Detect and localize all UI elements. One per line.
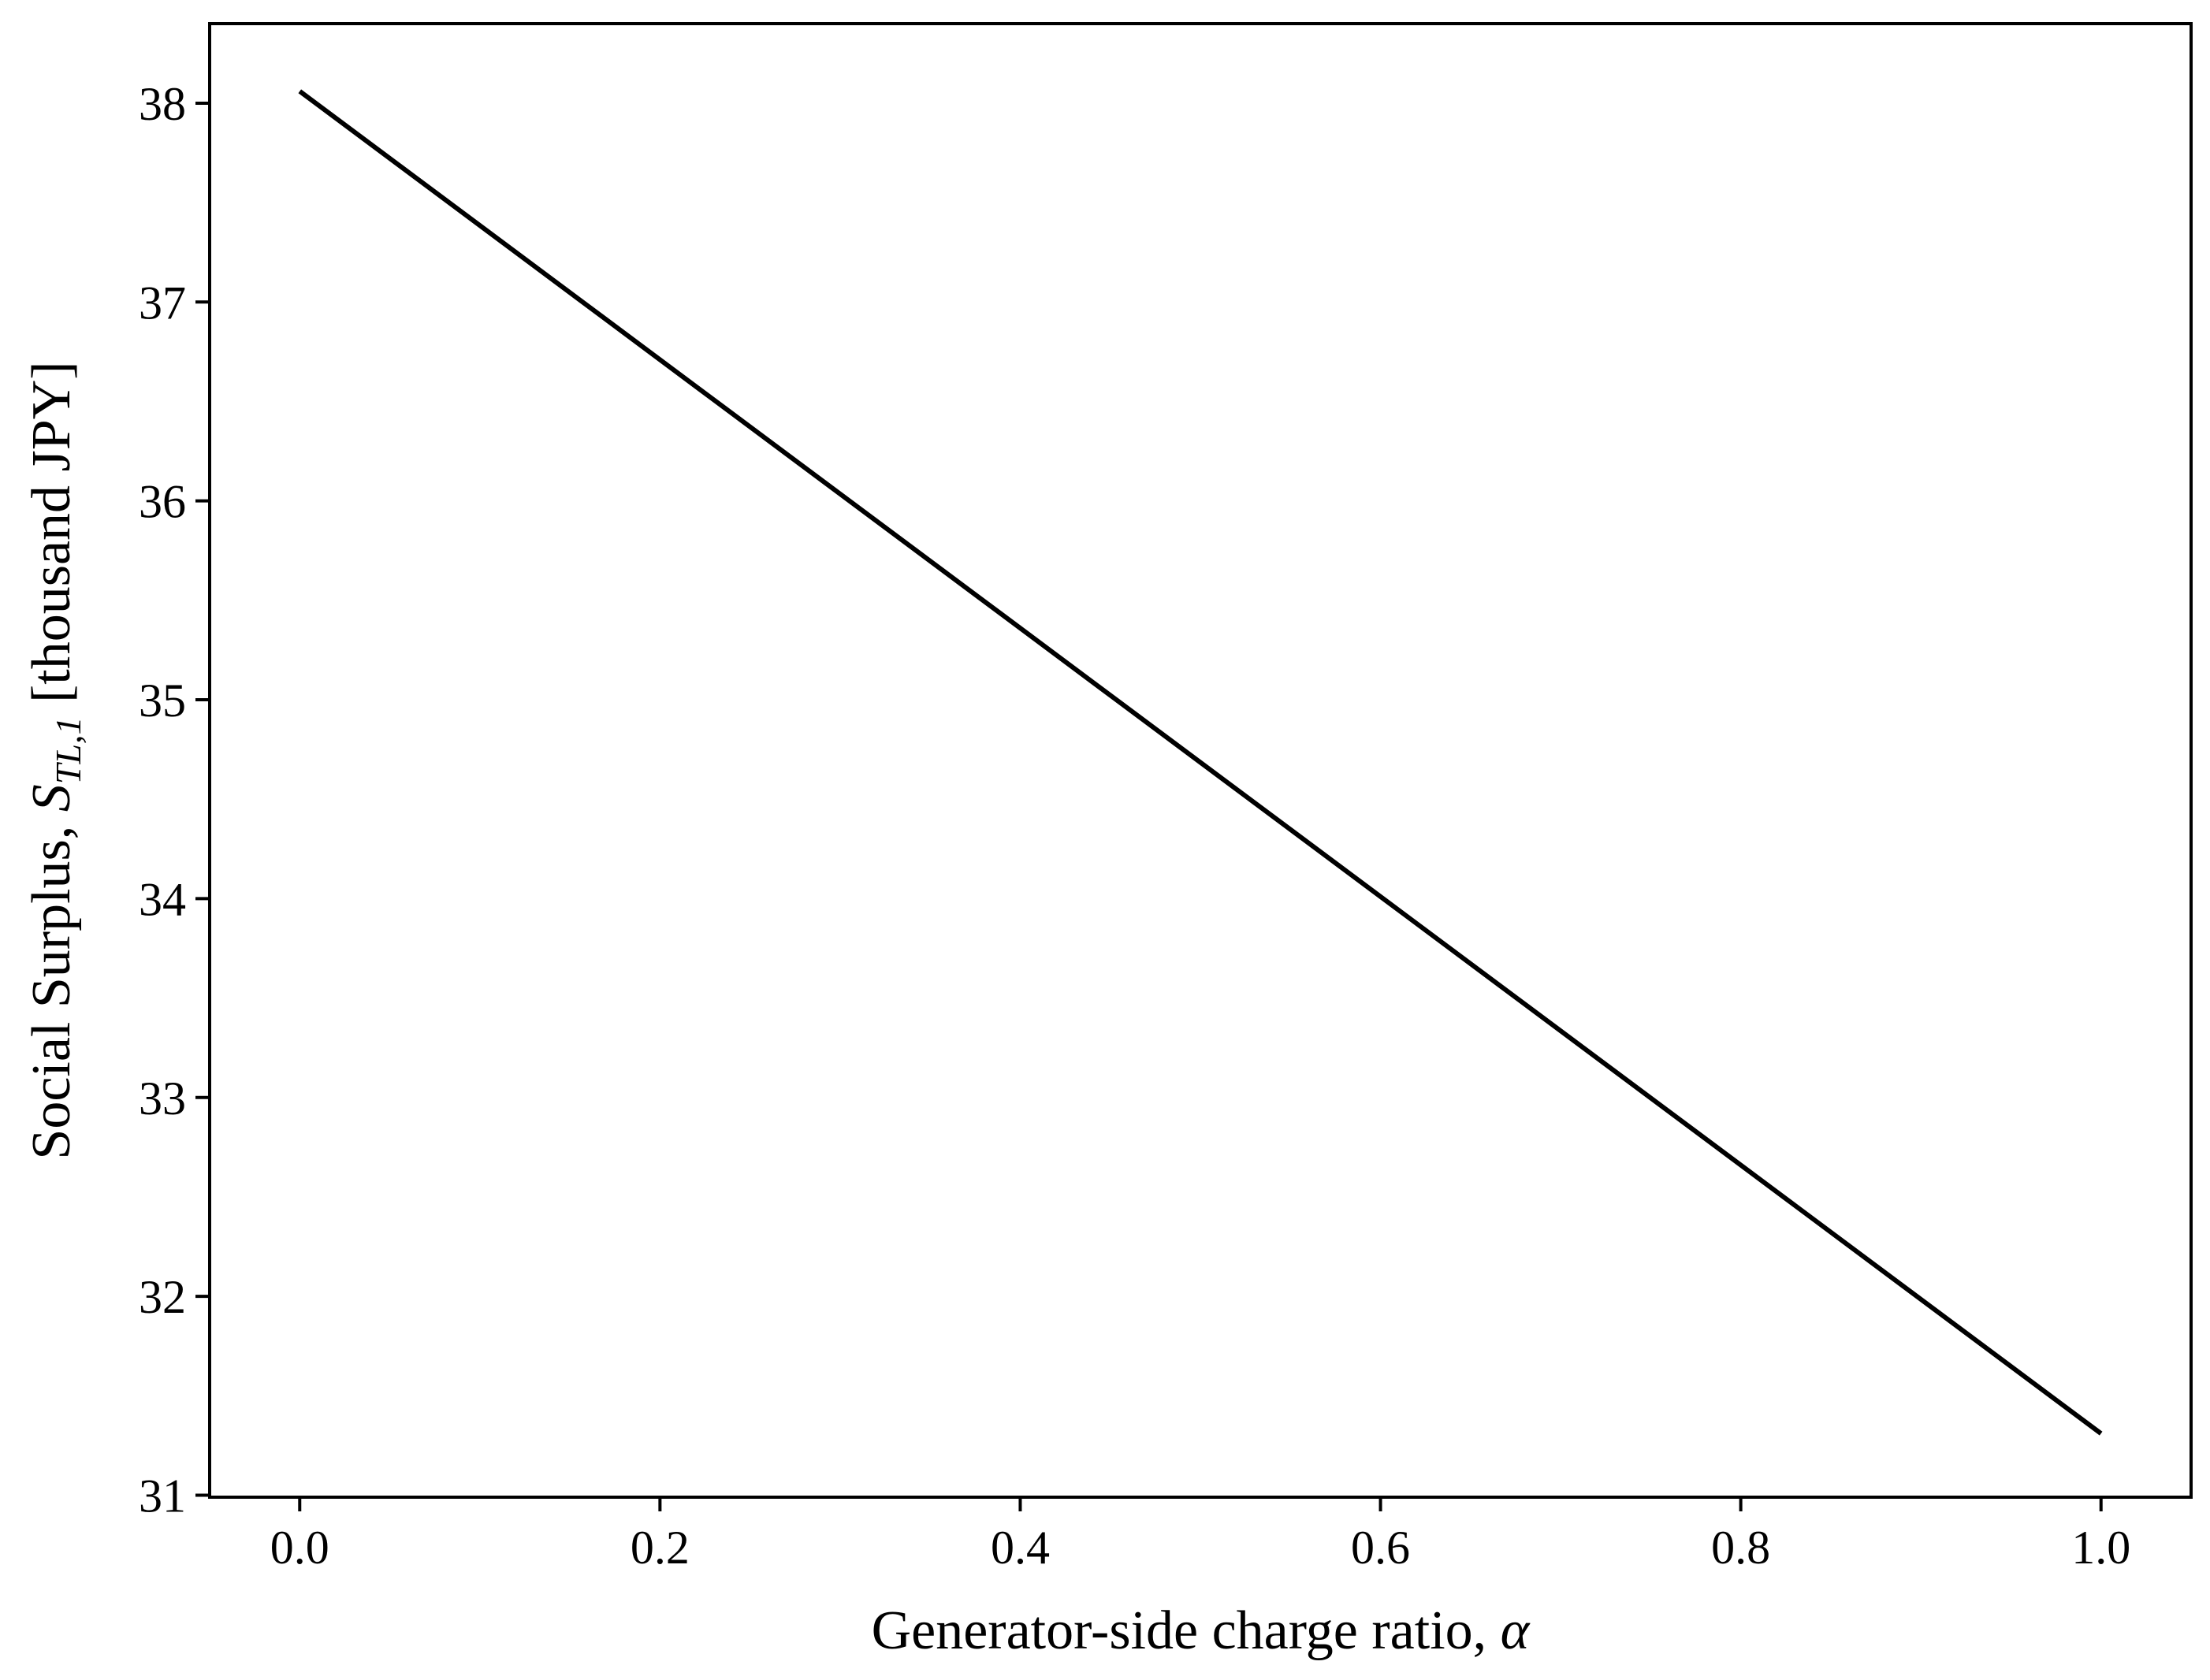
y-tick-label: 37 [139,277,186,329]
x-tick-label: 0.0 [270,1522,329,1574]
series-line-0 [298,89,2103,1436]
x-axis: 0.0 0.2 0.4 0.6 0.8 1.0 [270,1497,2130,1574]
x-tick-label: 1.0 [2071,1522,2130,1574]
x-tick-label: 0.8 [1711,1522,1770,1574]
y-axis-title-subscript: TL,1 [48,717,88,785]
x-axis-title-symbol: α [1501,1600,1531,1661]
x-tick-label: 0.2 [631,1522,690,1574]
y-axis: 31 32 33 34 35 36 37 38 [139,78,210,1522]
y-tick-label: 32 [139,1271,186,1323]
plot-frame [208,22,2193,1499]
x-axis-title-text: Generator-side charge ratio, [872,1600,1501,1661]
x-tick-label: 0.6 [1351,1522,1410,1574]
y-axis-title-unit: [thousand JPY] [21,361,82,716]
y-tick-label: 33 [139,1072,186,1124]
y-tick-label: 34 [139,873,186,925]
y-axis-title: Social Surplus, STL,1 [thousand JPY] [21,361,88,1159]
y-axis-title-symbol: S [21,784,82,812]
series-layer [298,89,2103,1436]
x-axis-title: Generator-side charge ratio, α [872,1600,1531,1661]
y-tick-label: 36 [139,476,186,528]
y-tick-label: 31 [139,1470,186,1522]
y-axis-title-text: Social Surplus, [21,812,82,1159]
x-tick-label: 0.4 [991,1522,1050,1574]
y-tick-label: 38 [139,78,186,130]
y-tick-label: 35 [139,675,186,727]
